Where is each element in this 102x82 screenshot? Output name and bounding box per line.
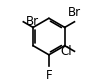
Text: Br: Br xyxy=(68,6,81,19)
Text: F: F xyxy=(46,69,52,82)
Text: Cl: Cl xyxy=(60,45,72,58)
Text: Br: Br xyxy=(26,15,39,28)
